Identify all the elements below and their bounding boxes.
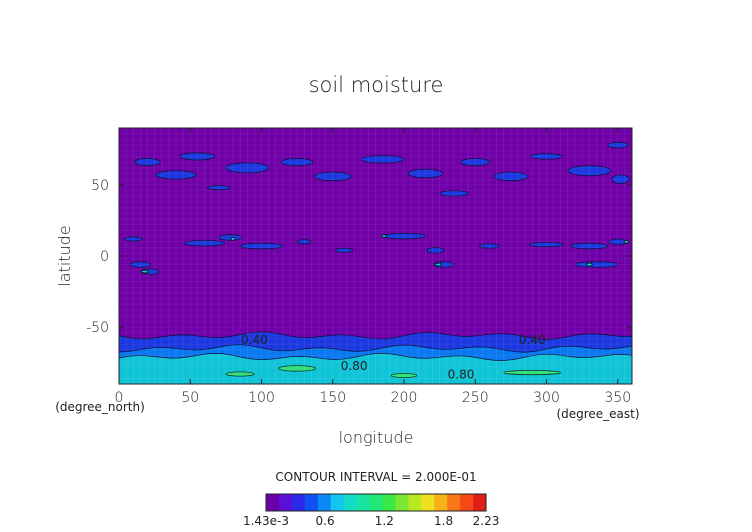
tropical-patch <box>574 261 619 268</box>
moisture-patch <box>439 190 469 197</box>
peak-moisture-patches <box>140 234 629 274</box>
colorbar-min-label: 1.43e-3 <box>243 514 289 528</box>
tropical-patch <box>335 247 354 253</box>
moisture-patch <box>567 165 612 177</box>
x-tick-label: 100 <box>248 390 275 406</box>
colorbar-swatch <box>266 494 280 511</box>
moisture-patch <box>179 152 215 161</box>
contour-label: 0.80 <box>448 367 475 381</box>
colorbar-swatch <box>317 494 332 511</box>
peak-moisture-patch <box>623 240 629 244</box>
moisture-patch <box>280 158 314 167</box>
x-tick-label: 350 <box>604 390 631 406</box>
contour-lines <box>119 128 632 384</box>
tropical-patches <box>124 232 627 275</box>
contour-label: 0.40 <box>241 333 268 347</box>
colorbar-swatch <box>382 494 396 511</box>
moisture-patch <box>407 168 443 179</box>
high-moisture-patches <box>225 365 562 378</box>
moisture-patch <box>530 153 563 160</box>
peak-moisture-patch <box>381 234 387 238</box>
moisture-patch <box>313 171 352 182</box>
tropical-patch <box>529 242 565 248</box>
contour-labels: 0.40 0.40 0.80 0.80 <box>241 333 546 381</box>
moisture-patch <box>134 158 161 167</box>
y-tick-label: -50 <box>86 320 109 336</box>
antarctic-band <box>119 352 632 384</box>
x-axis-label: longitude <box>339 428 414 447</box>
colorbar-swatch <box>343 494 357 511</box>
colorbar-frame <box>265 493 487 512</box>
high-moisture-patch <box>503 370 562 376</box>
tropical-patch <box>124 236 143 242</box>
colorbar-swatch <box>330 494 345 511</box>
moisture-patch <box>360 155 405 164</box>
chart-title: soil moisture <box>309 73 444 97</box>
contour-interval: CONTOUR INTERVAL = 2.000E-01 <box>275 470 476 484</box>
tropical-patch <box>479 243 500 249</box>
tropical-patch <box>426 247 445 254</box>
tropical-patch <box>129 261 151 268</box>
high-moisture-patch <box>278 365 317 372</box>
y-axis-label: latitude <box>55 225 74 286</box>
x-axis-ticks: 0 50 100 150 200 250 300 350 <box>115 128 631 406</box>
peak-moisture-patch <box>434 262 442 267</box>
moisture-patch <box>493 171 529 182</box>
colorbar-swatch <box>421 494 435 511</box>
x-tick-label: 200 <box>391 390 418 406</box>
colorbar-label: 1.8 <box>434 514 453 528</box>
plot-area <box>119 128 632 384</box>
colorbar-swatch <box>473 494 487 511</box>
moisture-patch <box>207 185 231 191</box>
y-unit-label: (degree_north) <box>55 400 145 414</box>
colorbar-label: 0.6 <box>316 514 335 528</box>
moisture-patches <box>134 141 630 197</box>
antarctic-bands <box>119 331 632 384</box>
moisture-patch <box>611 174 630 184</box>
colorbar-swatch <box>434 494 448 511</box>
y-tick-label: 0 <box>100 249 109 265</box>
x-tick-label: 50 <box>181 390 199 406</box>
colorbar-label: 2.23 <box>473 514 500 528</box>
high-moisture-patch <box>390 372 418 378</box>
colorbar-swatch <box>291 494 306 511</box>
colorbar-swatch <box>408 494 422 511</box>
tropical-patch <box>570 242 609 250</box>
x-tick-label: 300 <box>533 390 560 406</box>
peak-moisture-patch <box>230 237 236 241</box>
tropical-patch <box>296 239 312 245</box>
x-tick-label: 250 <box>462 390 489 406</box>
colorbar-label: 1.2 <box>375 514 394 528</box>
contour-label: 0.80 <box>341 359 368 373</box>
colorbar <box>265 493 487 512</box>
tropical-patch <box>218 234 243 241</box>
moisture-patch <box>155 170 197 180</box>
colorbar-swatch <box>395 494 409 511</box>
high-moisture-patch <box>225 371 255 377</box>
colorbar-swatch <box>278 494 293 511</box>
colorbar-labels: 1.43e-3 0.6 1.2 1.8 2.23 <box>243 514 499 528</box>
moisture-patch <box>460 158 491 167</box>
x-unit-label: (degree_east) <box>556 407 639 421</box>
colorbar-swatch <box>447 494 461 511</box>
contour-label: 0.40 <box>519 333 546 347</box>
tropical-patch <box>184 239 225 247</box>
y-axis-ticks: 50 0 -50 <box>86 178 632 336</box>
x-tick-label: 0 <box>115 390 124 406</box>
colorbar-swatch <box>460 494 474 511</box>
x-tick-label: 150 <box>319 390 346 406</box>
colorbar-swatch <box>304 494 319 511</box>
colorbar-swatch <box>369 494 383 511</box>
moisture-patch <box>607 141 629 149</box>
tropical-patch <box>239 242 284 250</box>
moisture-patch <box>225 162 270 174</box>
colorbar-swatch <box>356 494 370 511</box>
peak-moisture-patch <box>140 269 149 274</box>
y-tick-label: 50 <box>91 178 109 194</box>
peak-moisture-patch <box>585 262 593 267</box>
